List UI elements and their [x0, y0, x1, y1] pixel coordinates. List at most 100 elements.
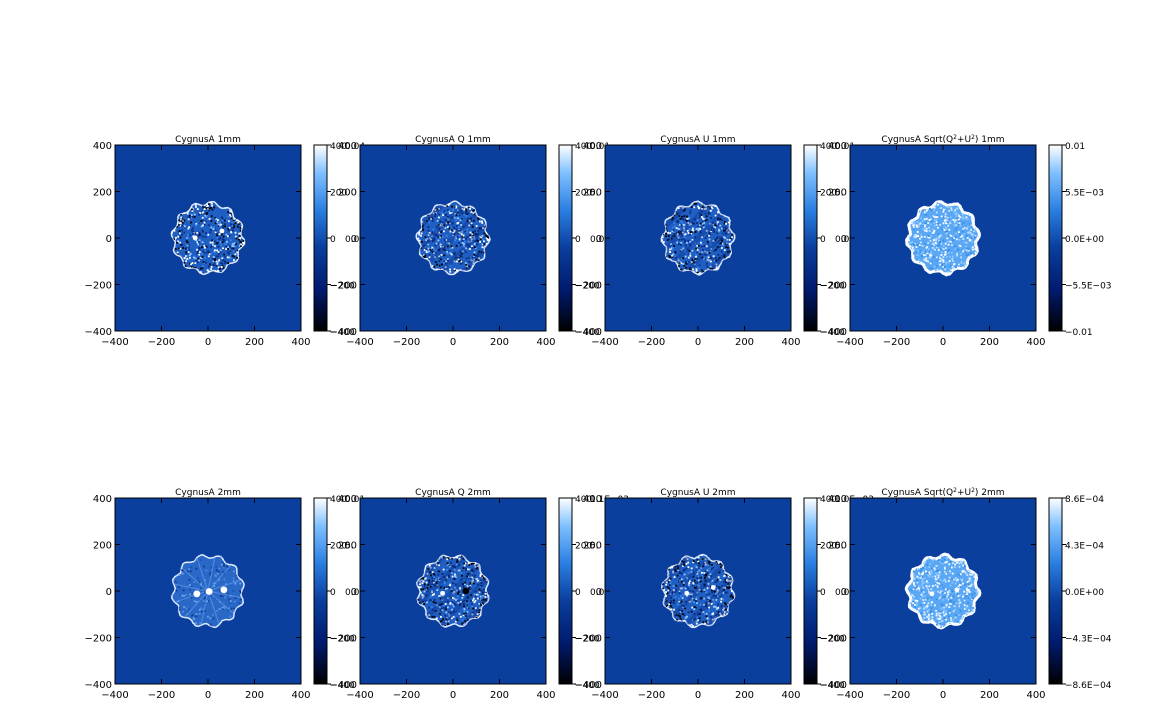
chart-title: CygnusA 2mm [175, 488, 241, 498]
x-tick-label: 0 [205, 690, 211, 701]
colorbar-overlap-label: 0.04 [345, 142, 365, 152]
colorbar-label: 5.5E−03 [1065, 189, 1104, 199]
x-tick-label: −200 [148, 337, 175, 348]
colorbar-label: 200 [820, 189, 837, 199]
colorbar-label: 0 [575, 588, 581, 598]
colorbar-label: −400 [330, 681, 355, 691]
colorbar-label: 0 [330, 588, 336, 598]
y-tick-label: −400 [330, 327, 357, 338]
y-tick-label: 0 [596, 587, 602, 598]
colorbar [1048, 497, 1063, 685]
y-tick-label: 0 [106, 234, 112, 245]
colorbar-label: −200 [820, 635, 845, 645]
map-texture [661, 554, 735, 628]
x-tick-label: 0 [940, 337, 946, 348]
y-tick-label: 0 [841, 234, 847, 245]
x-tick-label: 0 [940, 690, 946, 701]
colorbar-label: 200 [820, 542, 837, 552]
y-tick-label: −400 [820, 680, 847, 691]
heatmap-panel: CygnusA 1mm−400 −200 0 200 4004002000−200−40… [85, 135, 366, 348]
x-tick-label: −400 [101, 337, 128, 348]
source-spot [219, 228, 225, 234]
colorbar-overlap-label: 0.0 [590, 588, 605, 598]
y-tick-label: 200 [583, 188, 602, 199]
colorbar-label: 0 [820, 235, 826, 245]
colorbar-overlap-label: 5. [835, 542, 844, 552]
colorbar-overlap-label: 0.01 [835, 142, 855, 152]
colorbar-label: −200 [820, 282, 845, 292]
x-tick-label: 400 [291, 690, 310, 701]
colorbar-label: 400 [820, 495, 837, 505]
colorbar-label: 0.0E+00 [1065, 235, 1104, 245]
colorbar [313, 144, 328, 332]
x-tick-label: 400 [536, 337, 555, 348]
y-tick-label: 200 [338, 541, 357, 552]
colorbar-label: 200 [330, 189, 347, 199]
y-tick-label: −200 [575, 281, 602, 292]
colorbar-label: 400 [330, 142, 347, 152]
x-tick-label: 200 [245, 337, 264, 348]
y-tick-label: 0 [841, 587, 847, 598]
x-tick-label: −200 [393, 337, 420, 348]
x-tick-label: 400 [781, 337, 800, 348]
colorbar [803, 144, 818, 332]
heatmap-panel: CygnusA Sqrt(Q2+U2) 1mm−400 −200 0 200 40040… [820, 134, 1112, 349]
x-tick-label: −200 [638, 690, 665, 701]
x-tick-label: −400 [591, 690, 618, 701]
x-tick-label: 400 [536, 690, 555, 701]
colorbar-label: −0.01 [1065, 328, 1093, 338]
chart-title: CygnusA U 1mm [660, 135, 735, 145]
colorbar-overlap-label: 5. [835, 189, 844, 199]
colorbar-label: 4.3E−04 [1065, 542, 1104, 552]
colorbar-label: 0.0E+00 [1065, 588, 1104, 598]
colorbar-label: 0 [330, 235, 336, 245]
y-tick-label: −200 [330, 634, 357, 645]
source-spot [205, 588, 213, 595]
colorbar-label: 200 [575, 189, 592, 199]
source-spot [929, 591, 935, 597]
map-footprint [415, 200, 491, 276]
x-tick-label: 400 [1026, 337, 1045, 348]
colorbar-overlap-label: 0.01 [345, 495, 365, 505]
colorbar-overlap-label: 0.0 [590, 235, 605, 245]
map-texture [171, 554, 245, 628]
y-tick-label: 400 [338, 494, 357, 505]
y-tick-label: 400 [93, 494, 112, 505]
x-tick-label: −200 [883, 690, 910, 701]
x-tick-label: 200 [980, 690, 999, 701]
y-tick-label: 200 [93, 541, 112, 552]
source-spot [440, 590, 445, 596]
y-tick-label: 400 [828, 141, 847, 152]
x-tick-label: 400 [291, 337, 310, 348]
colorbar-label: 400 [820, 142, 837, 152]
colorbar-overlap-label: 0.0 [345, 235, 360, 245]
x-tick-label: −200 [638, 337, 665, 348]
x-tick-label: 200 [735, 337, 754, 348]
x-tick-label: 400 [1026, 690, 1045, 701]
colorbar-label: 400 [575, 495, 592, 505]
map-texture [661, 201, 735, 275]
colorbar-overlap-label: 0.0 [835, 235, 850, 245]
y-tick-label: 400 [583, 141, 602, 152]
source-spot [710, 585, 716, 590]
colorbar-overlap-label: 5. [590, 542, 599, 552]
colorbar [803, 497, 818, 685]
heatmap-panel: CygnusA U 1mm−400 −200 0 200 4004002000−200−… [575, 135, 856, 348]
x-tick-label: −400 [101, 690, 128, 701]
colorbar-label: −400 [820, 681, 845, 691]
y-tick-label: −200 [820, 634, 847, 645]
heatmap-panel: CygnusA 2mm−400 −200 0 200 4004002000−200−40… [85, 488, 366, 701]
chart-title: CygnusA 1mm [175, 135, 241, 145]
colorbar-label: −400 [575, 681, 600, 691]
y-tick-label: 200 [93, 188, 112, 199]
map-texture [907, 202, 980, 275]
colorbar-label: 8.6E−04 [1065, 495, 1104, 505]
y-tick-label: −400 [85, 680, 112, 691]
y-tick-label: 400 [828, 494, 847, 505]
map-texture [908, 554, 980, 628]
y-tick-label: 400 [93, 141, 112, 152]
heatmap-panel: CygnusA U 2mm−400 −200 0 200 4004002000−200−… [575, 488, 874, 701]
y-tick-label: −400 [330, 680, 357, 691]
source-spot [192, 235, 198, 241]
